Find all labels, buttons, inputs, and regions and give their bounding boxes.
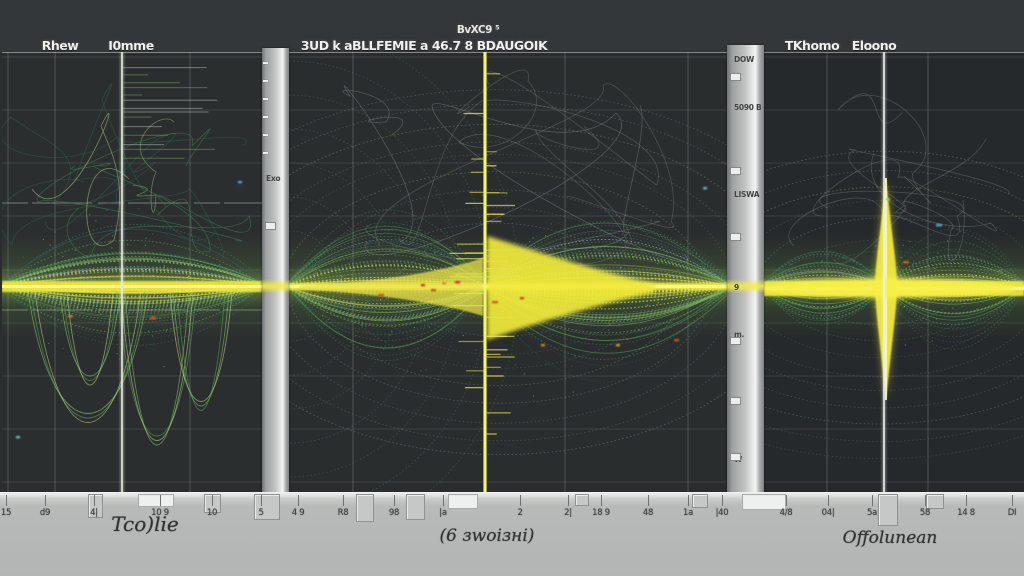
x-tick-mark (648, 495, 649, 506)
tick-dash (263, 152, 268, 154)
x-tick-label: 10 (206, 508, 218, 518)
panel-label: Rhew (41, 38, 79, 53)
bar-label: DOW (734, 55, 754, 64)
x-tick-label: 58 (919, 508, 931, 518)
bar-chip (265, 222, 276, 230)
x-tick-label: R8 (337, 508, 349, 518)
x-tick-mark (343, 495, 344, 506)
x-tick-mark (1012, 495, 1013, 506)
panel-label: TKhomo (784, 38, 840, 53)
tick-dash (263, 116, 268, 118)
tick-dash (263, 134, 268, 136)
x-tick-label: 04| (821, 508, 835, 518)
band-glow-overlay (727, 279, 764, 293)
x-tick-label: 48 (642, 508, 654, 518)
x-tick-label: 5 (258, 508, 264, 518)
x-tick-mark (828, 495, 829, 506)
x-tick-mark (6, 495, 7, 506)
x-tick-label: 2| (564, 508, 572, 518)
bar-label: 9 (734, 283, 739, 292)
x-axis-caption-right: Offolunean (842, 528, 938, 548)
x-tick-mark (443, 495, 444, 506)
bar-chip (730, 397, 741, 405)
x-tick-mark (568, 495, 569, 506)
panel-label: I0mme (108, 38, 154, 53)
x-tick-mark (966, 495, 967, 506)
axis-tab[interactable] (742, 494, 786, 510)
axis-tab[interactable] (926, 494, 944, 509)
x-tick-mark (298, 495, 299, 506)
x-tick-label: 4/8 (779, 508, 793, 518)
x-tick-label: d9 (39, 508, 51, 518)
axis-tab[interactable] (406, 494, 425, 520)
x-tick-mark (925, 495, 926, 506)
chart-title: 3UD k aBLLFEMIE a 46.7 8 BDAUGOIK (300, 38, 548, 53)
axis-tab[interactable] (878, 494, 898, 526)
bar-label: 5090 B (734, 103, 762, 112)
x-tick-mark (261, 495, 262, 506)
bar-label: LISWA (734, 190, 760, 199)
x-tick-mark (722, 495, 723, 506)
x-tick-mark (212, 495, 213, 506)
bar-chip (730, 453, 741, 461)
axis-tab[interactable] (575, 494, 589, 506)
x-tick-mark (872, 495, 873, 506)
x-tick-label: 98 (388, 508, 400, 518)
x-tick-mark (688, 495, 689, 506)
bar-chip (730, 167, 741, 175)
tick-dash (263, 98, 268, 100)
panel-label: Eloono (851, 38, 897, 53)
divider-column-1[interactable]: Exo (262, 48, 289, 494)
x-tick-mark (520, 495, 521, 506)
x-tick-mark (160, 495, 161, 506)
x-tick-label: DI (1007, 508, 1017, 518)
bar-label: m. (734, 330, 745, 339)
x-tick-label: |a (439, 508, 447, 518)
tick-dash (263, 62, 268, 64)
x-tick-label: 1a (682, 508, 694, 518)
chart-subtitle: BvXC9 ⁵ (456, 24, 500, 36)
axis-tab[interactable] (88, 494, 103, 518)
axis-tab[interactable] (254, 494, 280, 520)
x-tick-mark (94, 495, 95, 506)
x-tick-label: 4| (90, 508, 98, 518)
x-tick-label: 4 9 (291, 508, 305, 518)
tick-dash (263, 80, 268, 82)
axis-tab[interactable] (448, 494, 478, 509)
x-tick-label: 2 (517, 508, 523, 518)
x-tick-label: 14 8 (957, 508, 975, 518)
x-axis-caption-left: Tco)lie (111, 512, 179, 536)
bar-chip (730, 73, 741, 81)
x-tick-label: |40 (715, 508, 729, 518)
x-tick-mark (394, 495, 395, 506)
bar-chip (730, 233, 741, 241)
x-tick-mark (45, 495, 46, 506)
band-glow-overlay (262, 279, 289, 293)
axis-strip: Tco)lie (6 зwоізні) Offolunean 15 d9 4| 10 … (0, 492, 1024, 576)
x-tick-label: 5a (866, 508, 878, 518)
x-tick-label: 18 9 (592, 508, 610, 518)
x-tick-mark (786, 495, 787, 506)
x-tick-label: 15 (0, 508, 12, 518)
x-axis-caption-center: (6 зwоізні) (439, 526, 535, 546)
axis-tab[interactable] (138, 494, 174, 507)
x-tick-label: 10 9 (151, 508, 169, 518)
axis-tab[interactable] (356, 494, 374, 522)
x-tick-mark (601, 495, 602, 506)
bar-chip (730, 337, 741, 345)
axis-tab[interactable] (692, 494, 708, 508)
bar-label: Exo (266, 174, 281, 183)
